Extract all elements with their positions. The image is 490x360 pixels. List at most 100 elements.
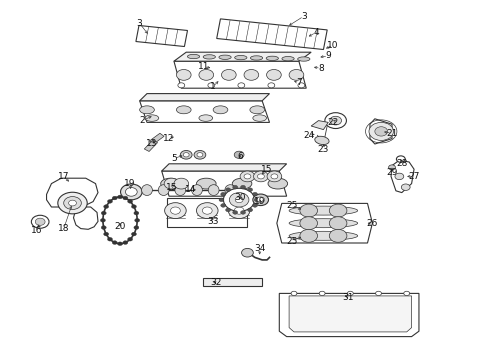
Circle shape	[118, 242, 122, 246]
Circle shape	[268, 83, 275, 88]
Circle shape	[375, 291, 381, 296]
Circle shape	[174, 178, 189, 189]
Circle shape	[100, 219, 105, 222]
Polygon shape	[289, 296, 412, 332]
Ellipse shape	[161, 178, 180, 189]
Ellipse shape	[219, 55, 231, 59]
Text: 15: 15	[166, 183, 177, 192]
Ellipse shape	[142, 185, 152, 195]
Ellipse shape	[176, 106, 191, 114]
Circle shape	[300, 204, 318, 217]
Circle shape	[35, 218, 45, 225]
Circle shape	[226, 208, 231, 212]
Circle shape	[347, 291, 353, 296]
Circle shape	[164, 178, 179, 189]
Circle shape	[229, 193, 249, 207]
Text: 32: 32	[210, 278, 221, 287]
Text: 4: 4	[313, 28, 319, 37]
Ellipse shape	[232, 178, 252, 189]
Circle shape	[300, 217, 318, 230]
Circle shape	[404, 291, 410, 296]
Circle shape	[31, 215, 49, 228]
Ellipse shape	[282, 57, 294, 61]
Circle shape	[329, 204, 347, 217]
Ellipse shape	[175, 185, 186, 195]
Circle shape	[176, 69, 191, 80]
Circle shape	[221, 192, 226, 196]
Circle shape	[234, 151, 244, 158]
Circle shape	[241, 211, 245, 214]
Text: 3: 3	[137, 19, 143, 28]
Ellipse shape	[203, 55, 216, 59]
Ellipse shape	[213, 106, 228, 114]
Circle shape	[196, 203, 218, 219]
Text: 2: 2	[139, 116, 145, 125]
FancyBboxPatch shape	[203, 278, 262, 286]
Text: 17: 17	[58, 172, 70, 181]
Circle shape	[254, 171, 269, 182]
Text: 7: 7	[296, 78, 302, 87]
Text: 27: 27	[408, 172, 420, 181]
Circle shape	[221, 69, 236, 80]
Circle shape	[165, 203, 186, 219]
Circle shape	[401, 184, 410, 190]
Bar	[217, 19, 327, 50]
FancyBboxPatch shape	[167, 198, 247, 227]
Text: 11: 11	[197, 62, 209, 71]
Circle shape	[329, 229, 347, 242]
Circle shape	[178, 83, 185, 88]
Circle shape	[241, 185, 245, 189]
Text: 14: 14	[185, 184, 197, 194]
Polygon shape	[174, 61, 306, 88]
Ellipse shape	[225, 185, 236, 195]
Circle shape	[221, 204, 226, 207]
Text: 34: 34	[254, 244, 266, 253]
Text: 23: 23	[318, 145, 329, 154]
Polygon shape	[279, 293, 419, 337]
Circle shape	[244, 69, 259, 80]
Circle shape	[254, 198, 259, 202]
Circle shape	[300, 229, 318, 242]
Text: 29: 29	[386, 168, 398, 177]
Ellipse shape	[268, 178, 288, 189]
Polygon shape	[47, 178, 98, 229]
Circle shape	[135, 219, 140, 222]
Text: 1: 1	[210, 82, 216, 91]
Circle shape	[319, 291, 325, 296]
Ellipse shape	[196, 178, 216, 189]
Circle shape	[252, 204, 257, 207]
Polygon shape	[162, 164, 287, 171]
Ellipse shape	[158, 185, 169, 195]
Circle shape	[375, 127, 388, 136]
Ellipse shape	[145, 115, 159, 121]
Text: 20: 20	[114, 222, 126, 231]
Circle shape	[104, 205, 109, 208]
Ellipse shape	[192, 185, 202, 195]
Circle shape	[252, 192, 257, 196]
Text: 15: 15	[261, 165, 273, 174]
Circle shape	[235, 197, 243, 203]
Text: 24: 24	[303, 130, 314, 139]
Circle shape	[395, 173, 404, 180]
Circle shape	[244, 174, 251, 179]
Circle shape	[208, 83, 215, 88]
Circle shape	[242, 248, 253, 257]
Circle shape	[233, 185, 238, 189]
Text: 22: 22	[328, 118, 339, 127]
Circle shape	[118, 195, 122, 199]
Circle shape	[202, 207, 212, 214]
Text: 31: 31	[342, 292, 354, 302]
Text: 19: 19	[124, 179, 136, 188]
Circle shape	[233, 211, 238, 214]
Circle shape	[253, 194, 269, 206]
Text: 25: 25	[286, 237, 297, 246]
Circle shape	[267, 171, 282, 182]
Ellipse shape	[266, 56, 278, 60]
Polygon shape	[140, 101, 270, 122]
Text: 6: 6	[237, 152, 243, 161]
Text: 28: 28	[396, 159, 408, 168]
Circle shape	[197, 153, 203, 157]
Text: 33: 33	[207, 217, 219, 226]
Text: 8: 8	[318, 64, 324, 73]
Circle shape	[271, 174, 278, 179]
